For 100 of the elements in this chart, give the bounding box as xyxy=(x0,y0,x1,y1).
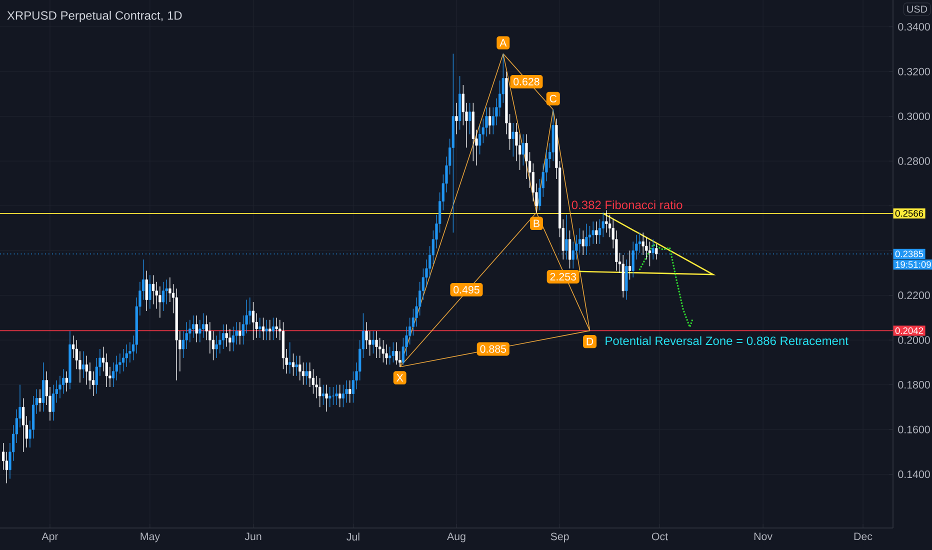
candlestick xyxy=(65,371,68,392)
y-tick-label: 0.3000 xyxy=(898,112,930,120)
candlestick xyxy=(648,241,652,267)
x-tick-label: Oct xyxy=(652,532,668,540)
annotation: 0.382 Fibonacci ratio xyxy=(572,200,682,210)
annotation: 0.628 xyxy=(514,78,540,86)
x-tick-label: Dec xyxy=(854,532,872,540)
candlestick xyxy=(605,210,608,234)
candlestick xyxy=(348,380,352,404)
candlestick xyxy=(225,324,228,348)
candlestick xyxy=(222,324,225,350)
y-tick-label: 0.1400 xyxy=(898,470,930,478)
x-tick-label: Nov xyxy=(754,532,772,540)
candlestick xyxy=(288,342,292,374)
candlestick xyxy=(272,317,275,340)
candlestick xyxy=(38,388,42,412)
annotation: 0.495 xyxy=(454,286,480,294)
candlestick xyxy=(145,270,148,312)
candlestick xyxy=(52,384,55,421)
annotation: C xyxy=(550,94,557,102)
candlestick xyxy=(312,368,315,394)
candlestick xyxy=(375,330,378,358)
candlestick xyxy=(582,230,584,256)
candlestick xyxy=(182,330,185,358)
candlestick xyxy=(655,244,658,260)
candlestick xyxy=(252,302,255,340)
candlestick xyxy=(568,230,572,269)
candlestick xyxy=(292,353,295,376)
candlestick xyxy=(162,282,165,312)
ref-line-label: 0.2042 xyxy=(895,327,924,334)
candlestick xyxy=(382,340,384,363)
candlestick xyxy=(295,355,298,376)
candlestick xyxy=(195,315,198,343)
candlestick xyxy=(392,342,394,363)
candlestick xyxy=(468,102,472,135)
candlestick xyxy=(152,274,155,305)
candlestick xyxy=(322,384,325,406)
y-tick-label: 0.3400 xyxy=(898,23,930,31)
candlestick xyxy=(608,214,612,238)
candlestick xyxy=(62,368,65,394)
x-tick-label: Jun xyxy=(244,532,262,540)
annotation: Potential Reversal Zone = 0.886 Retracement xyxy=(606,336,848,346)
annotation: X xyxy=(396,374,404,382)
y-tick-label: 0.2800 xyxy=(898,157,930,165)
y-tick-label: 0.1600 xyxy=(898,426,930,434)
candlestick xyxy=(332,386,335,406)
candlestick xyxy=(302,362,305,386)
y-tick-label: 0.2000 xyxy=(898,336,930,344)
candlestick xyxy=(42,362,45,412)
annotation: 0.885 xyxy=(480,345,506,353)
candlestick xyxy=(275,317,278,338)
candlestick xyxy=(232,326,235,352)
candlestick xyxy=(202,312,205,338)
candlestick xyxy=(192,315,195,338)
y-tick-label: 0.3200 xyxy=(898,68,930,76)
candlestick xyxy=(338,384,342,408)
candlestick xyxy=(102,346,105,372)
candlestick xyxy=(592,221,594,244)
x-tick-label: Jul xyxy=(346,532,360,541)
candlestick xyxy=(522,134,524,166)
candlestick xyxy=(628,250,632,280)
candlestick xyxy=(345,380,348,404)
candlestick xyxy=(215,335,218,358)
candlestick xyxy=(335,384,338,406)
candlestick xyxy=(325,384,328,412)
candlestick xyxy=(112,362,115,388)
candlestick xyxy=(585,223,588,256)
annotation: A xyxy=(500,39,507,46)
y-tick-label: 0.2200 xyxy=(898,292,930,300)
candlestick xyxy=(455,102,458,135)
text: USD xyxy=(907,6,928,13)
candlestick xyxy=(595,221,598,244)
candlestick xyxy=(598,218,602,244)
candlestick xyxy=(258,317,262,338)
text: XRPUSD Perpetual Contract, 1D xyxy=(7,10,182,22)
annotation: 2.253 xyxy=(550,272,576,281)
candlestick xyxy=(148,274,152,310)
candlestick xyxy=(262,317,265,340)
candlestick xyxy=(72,335,75,358)
candlestick xyxy=(328,386,332,408)
candlestick xyxy=(125,344,128,368)
candlestick xyxy=(265,320,268,340)
candlestick xyxy=(642,232,644,256)
candlestick xyxy=(305,362,308,386)
candlestick xyxy=(85,355,88,386)
candlestick xyxy=(238,322,242,345)
x-tick-label: Aug xyxy=(447,532,466,542)
candlestick xyxy=(228,328,232,352)
candlestick xyxy=(395,342,398,366)
candlestick xyxy=(512,122,514,157)
candlestick xyxy=(385,344,388,366)
candlestick xyxy=(268,320,272,340)
ref-line-label: 0.2566 xyxy=(895,210,924,217)
candlestick xyxy=(318,378,322,408)
x-tick-label: Apr xyxy=(42,532,58,542)
candlestick xyxy=(298,355,302,381)
candlestick xyxy=(488,107,492,135)
candlestick xyxy=(158,286,162,318)
candlestick xyxy=(82,350,85,378)
y-tick-label: 0.1800 xyxy=(898,381,930,389)
